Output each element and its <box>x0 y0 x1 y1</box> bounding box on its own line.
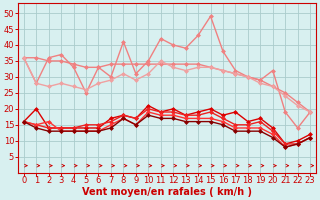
X-axis label: Vent moyen/en rafales ( km/h ): Vent moyen/en rafales ( km/h ) <box>82 187 252 197</box>
